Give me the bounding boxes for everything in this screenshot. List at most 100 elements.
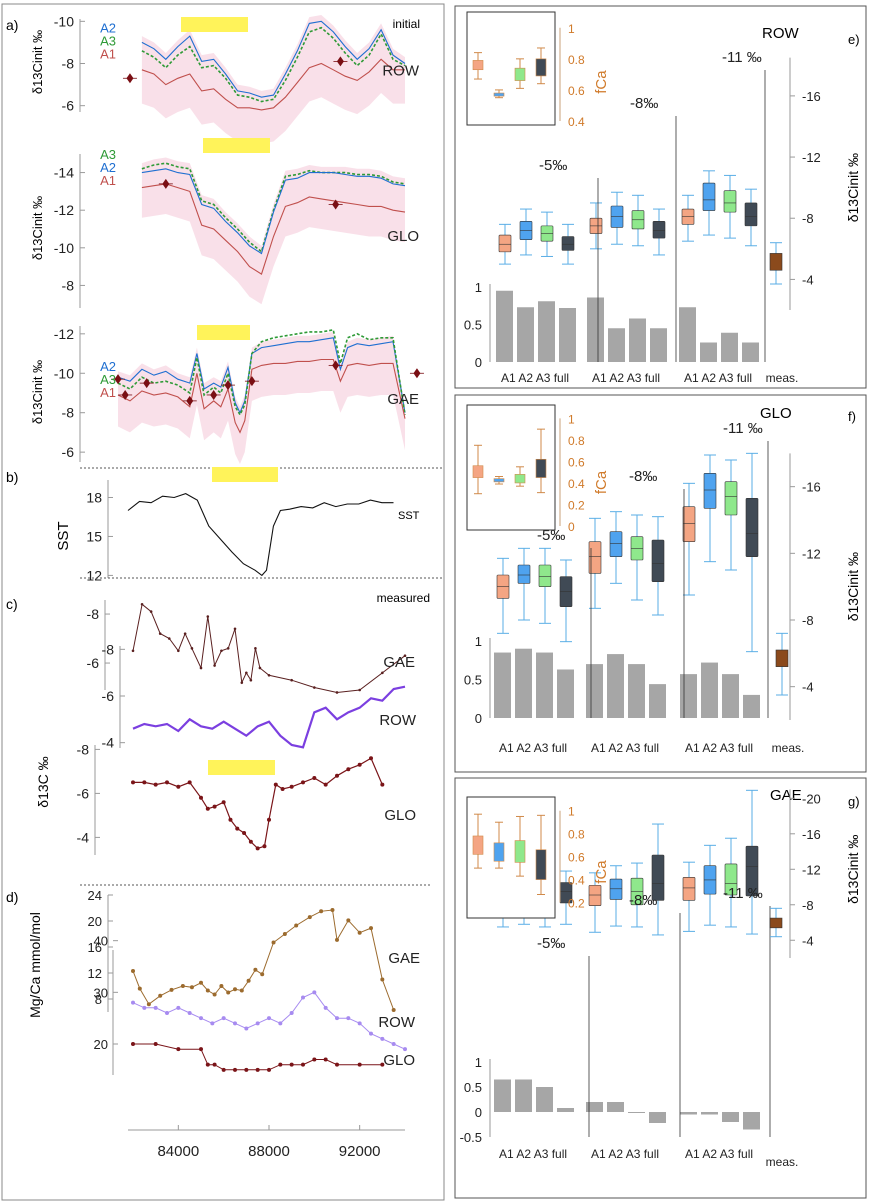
panel-e-bar: [700, 342, 717, 362]
panel-a-corner-label: initial: [393, 17, 420, 31]
d-ROW-point: [221, 1016, 226, 1021]
panel-f-inset-tick-label: 0.2: [568, 498, 585, 512]
panel-g-bar: [680, 1112, 697, 1115]
panel-c-ylabel: δ13C ‰: [35, 756, 51, 807]
d-lower-tick-label: 20: [94, 1037, 108, 1052]
panel-f-bar: [743, 694, 760, 718]
panel-e-box: [561, 236, 575, 251]
panel-f-inset-box: [514, 474, 526, 484]
a-GLO-legend-A1: A1: [100, 173, 116, 188]
d-ROW-point: [131, 1000, 135, 1005]
c-GLO-point: [142, 780, 147, 785]
d-GAE-point: [226, 990, 231, 995]
panel-d-ylabel: Mg/Ca mmol/mol: [27, 912, 43, 1018]
c-GAE-series: [132, 603, 406, 694]
d-GLO-point: [153, 1042, 158, 1046]
a-GAE-legend-A1: A1: [100, 385, 116, 400]
c-ROW-series: [132, 685, 406, 749]
c-GLO-y-axis-tick-label: -6: [77, 785, 90, 801]
c-GLO-point: [380, 782, 385, 787]
d-ROW-point: [335, 1016, 339, 1021]
panel-f-scenario-label: -11 ‰: [723, 420, 763, 437]
panel-g-box: [682, 876, 696, 901]
panel-f-inset-tick-label: 0: [568, 520, 575, 534]
panel-g-bar: [701, 1112, 718, 1115]
c-GAE-point: [403, 654, 407, 657]
d-GAE-point: [219, 984, 224, 988]
panel-e-bar-tick-label: 0: [475, 355, 482, 370]
panel-g-right-tick-label: -16: [802, 827, 821, 842]
panel-g-right-tick-label: -8: [802, 898, 814, 913]
d-lower-tick-label: 40: [94, 934, 108, 949]
d-ROW-point: [153, 1005, 158, 1010]
a-GAE-site-label: GAE: [387, 391, 419, 408]
panel-e-inset-box: [535, 58, 547, 77]
panel-e-bar: [742, 342, 759, 362]
a-ROW-ylabel: δ13Cinit ‰: [30, 30, 45, 94]
panel-e-bar: [721, 332, 738, 362]
panel-g-bar: [607, 1102, 624, 1112]
panel-f-box: [703, 473, 717, 509]
d-ROW-point: [278, 1021, 283, 1026]
d-GLO-point: [380, 1062, 385, 1067]
d-GLO-site-label: GLO: [383, 1052, 415, 1069]
panel-g-scenario-label: -5‰: [537, 935, 565, 952]
d-GAE-point: [282, 932, 287, 936]
panel-f-box: [538, 564, 552, 587]
c-GLO-point: [228, 817, 233, 822]
a-GAE-y-axis-tick-label: -6: [62, 444, 75, 460]
panel-g-inset-tick-label: 0.4: [568, 874, 585, 888]
a-ROW-series-A1: [141, 58, 405, 111]
d-GAE-point: [346, 918, 351, 923]
a-GAE-y-axis-tick-label: -10: [54, 365, 74, 381]
c-GLO-point: [235, 826, 240, 831]
panel-f-bar: [536, 652, 553, 718]
a-GLO-y-axis-tick-label: -14: [54, 165, 74, 181]
panel-f-box: [724, 481, 738, 516]
panel-e-inset-tick-label: 0.6: [568, 84, 585, 98]
panel-e-bar-tick-label: 1: [475, 280, 482, 295]
panel-e-inset-box: [514, 67, 526, 81]
c-GAE-point: [226, 647, 230, 650]
panel-g-right-tick-label: -4: [802, 933, 814, 948]
c-GLO-point: [267, 817, 271, 822]
d-ROW-point: [301, 995, 305, 1000]
panel-g-bar-tick-label: 0: [475, 1105, 482, 1120]
c-GLO-point: [323, 782, 328, 787]
panel-f-bar: [515, 648, 532, 718]
a-GAE-series-A3: [117, 328, 406, 417]
panel-g-bar: [586, 1102, 603, 1112]
d-ROW-point: [165, 1011, 169, 1015]
a-GLO-legend-A3: A3: [100, 147, 116, 162]
d-GLO-point: [212, 1062, 217, 1067]
panel-g-scenario-label: -8‰: [629, 892, 657, 909]
panel-g-scenario-label: -11 ‰: [723, 885, 763, 902]
panel-f-meas-label: meas.: [772, 741, 805, 755]
panel-e-box: [702, 182, 716, 211]
c-GLO-point: [205, 806, 210, 811]
d-GLO-point: [323, 1057, 328, 1062]
panel-f-bar: [557, 669, 574, 718]
d-GAE-point: [253, 967, 258, 972]
panel-e-bar: [559, 308, 576, 362]
d-GLO-point: [255, 1067, 260, 1072]
a-ROW-legend-A1: A1: [100, 46, 116, 61]
d-ROW-point: [142, 1005, 147, 1010]
panel-f-bar: [607, 654, 624, 718]
panel-g-bar: [649, 1112, 666, 1123]
panel-e-right-tick-label: -12: [802, 150, 821, 165]
d-ROW-point: [267, 1016, 271, 1021]
panel-e-right-tick-label: -8: [802, 211, 814, 226]
panel-e-site: ROW: [762, 25, 800, 42]
panel-e-right-tick-label: -16: [802, 89, 821, 104]
panel-g-group-label: A1 A2 A3 full: [685, 1147, 753, 1161]
a-GLO-uncertainty-band: [141, 157, 405, 305]
a-GAE-legend-A2: A2: [100, 359, 116, 374]
d-GAE-point: [212, 992, 217, 997]
panel-g-inset-box: [535, 849, 547, 880]
d-ROW-point: [176, 1005, 181, 1010]
d-ROW-point: [210, 1021, 215, 1026]
d-GLO-point: [289, 1062, 294, 1067]
panel-f-bar: [628, 664, 645, 718]
